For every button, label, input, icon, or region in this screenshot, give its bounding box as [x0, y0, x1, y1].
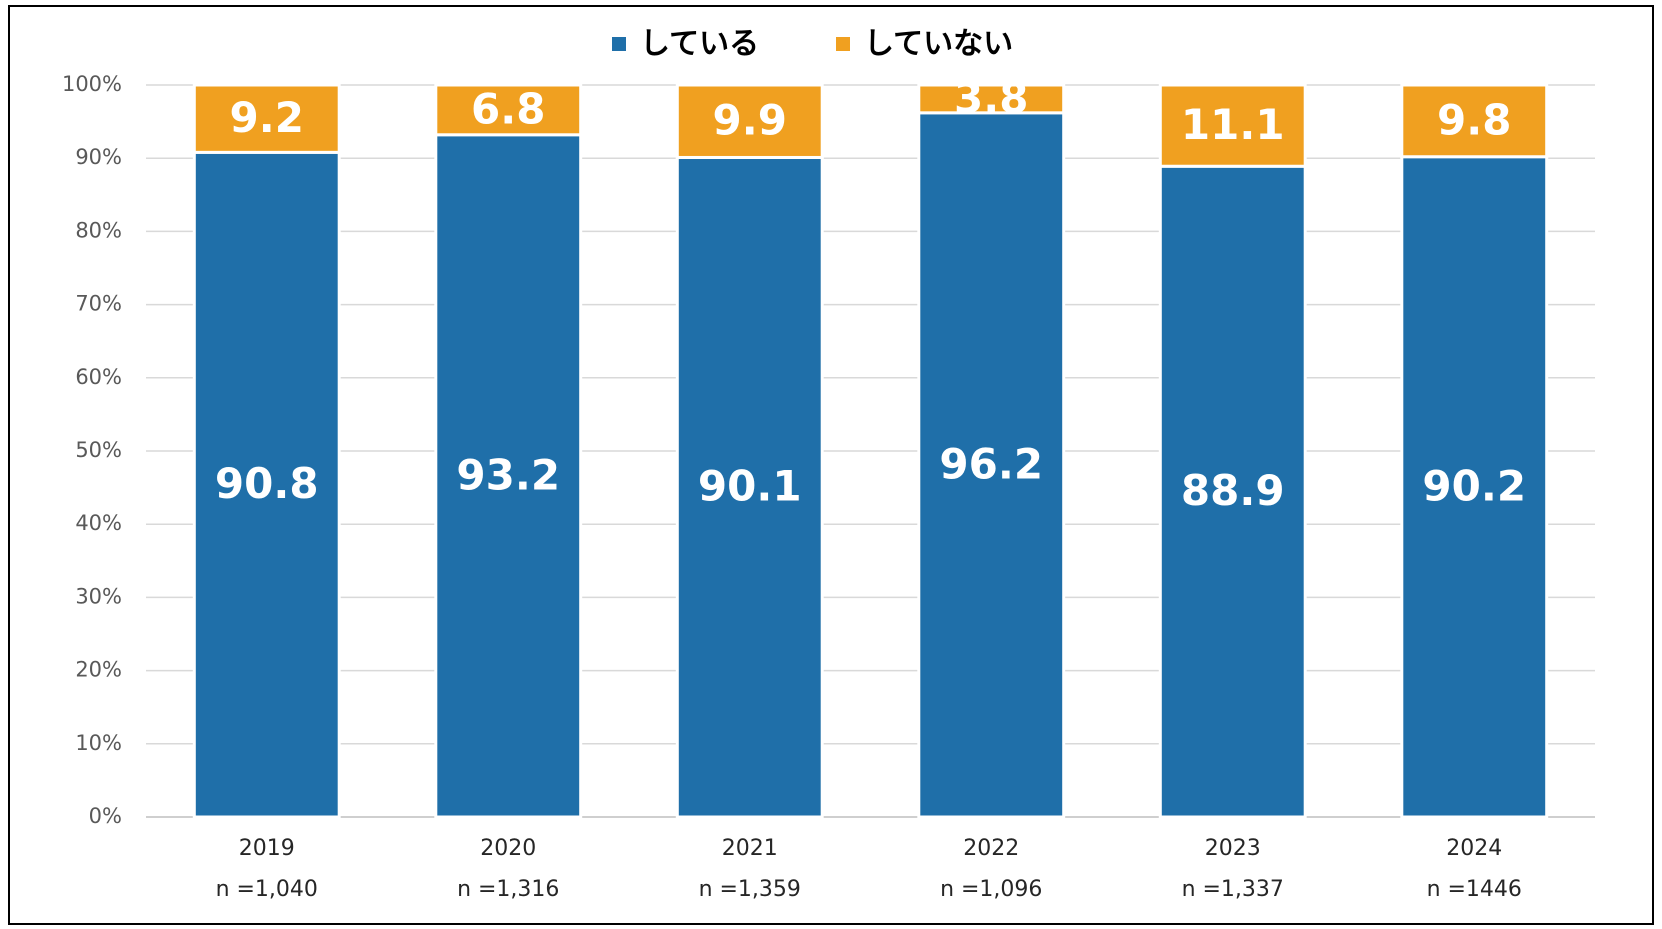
bar-segment [434, 83, 583, 137]
y-tick-label: 90% [75, 145, 122, 169]
bar-segment [917, 83, 1066, 115]
y-tick-label: 30% [75, 584, 122, 608]
bar-segment [675, 83, 824, 159]
legend-label: していない [864, 27, 1013, 62]
bar-segment [434, 133, 583, 819]
x-tick-label: 2021 [722, 836, 778, 861]
sample-size-label: n =1,337 [1182, 877, 1284, 902]
legend-swatch [836, 37, 850, 51]
bar-segment [1158, 164, 1307, 819]
data-label: 90.8 [215, 459, 319, 508]
x-tick-label: 2024 [1446, 836, 1502, 861]
legend-swatch [612, 37, 626, 51]
x-tick-label: 2023 [1205, 836, 1261, 861]
data-label: 6.8 [471, 84, 545, 133]
data-label: 9.2 [230, 93, 304, 142]
y-tick-label: 60% [75, 365, 122, 389]
data-label: 9.9 [713, 96, 787, 145]
x-tick-label: 2020 [480, 836, 536, 861]
data-label: 93.2 [456, 450, 560, 499]
sample-size-label: n =1,040 [216, 877, 318, 902]
bar-segment [192, 83, 341, 154]
y-tick-label: 0% [89, 804, 122, 828]
x-tick-label: 2019 [239, 836, 295, 861]
y-tick-label: 70% [75, 292, 122, 316]
bar-segment [1158, 83, 1307, 168]
y-tick-label: 40% [75, 511, 122, 535]
y-tick-label: 100% [62, 72, 122, 96]
y-tick-label: 80% [75, 218, 122, 242]
bar-segment [1400, 83, 1549, 159]
data-label: 96.2 [939, 439, 1043, 488]
data-label: 90.1 [698, 462, 802, 511]
y-tick-label: 10% [75, 731, 122, 755]
data-label: 90.2 [1422, 461, 1526, 510]
x-tick-label: 2022 [963, 836, 1019, 861]
bar-segment [917, 111, 1066, 819]
sample-size-label: n =1,096 [940, 877, 1042, 902]
sample-size-label: n =1,316 [457, 877, 559, 902]
data-label: 3.8 [954, 73, 1028, 122]
bar-segment [1400, 155, 1549, 819]
bar-segment [192, 150, 341, 819]
data-label: 11.1 [1181, 100, 1285, 149]
data-label: 88.9 [1181, 466, 1285, 515]
sample-size-label: n =1,359 [699, 877, 801, 902]
data-label: 9.8 [1437, 95, 1511, 144]
sample-size-label: n =1446 [1427, 877, 1522, 902]
y-tick-label: 20% [75, 658, 122, 682]
y-tick-label: 50% [75, 438, 122, 462]
legend-label: している [640, 27, 759, 62]
